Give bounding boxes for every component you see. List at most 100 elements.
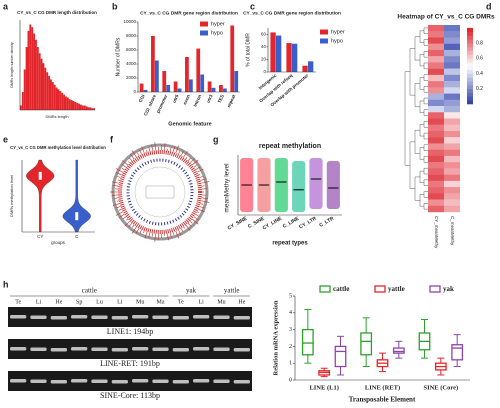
circos-spike	[164, 143, 166, 151]
gel-caption: LINE-RET: 191bp	[100, 359, 160, 368]
circos-spike	[115, 211, 124, 216]
median-box	[38, 171, 42, 180]
circos-spike	[114, 197, 119, 199]
circos-spike	[121, 164, 127, 168]
heat-cell	[428, 43, 444, 51]
dendrogram	[423, 62, 428, 70]
gel-band	[50, 316, 67, 320]
heat-cell	[428, 137, 444, 144]
color-scale	[467, 65, 473, 71]
heat-cell	[444, 68, 460, 76]
circos-spike	[128, 223, 133, 228]
heat-cell	[428, 93, 444, 100]
dendrogram	[419, 170, 424, 183]
dendrogram	[414, 176, 420, 201]
color-scale	[467, 35, 473, 40]
circos-spike	[154, 233, 156, 242]
color-scale	[467, 58, 473, 63]
hist-bar	[50, 79, 52, 110]
box	[334, 345, 347, 368]
color-scale	[467, 92, 473, 97]
gel-band	[213, 315, 230, 319]
dendrogram	[419, 77, 424, 90]
circos-spike	[185, 157, 188, 160]
bar	[223, 88, 227, 92]
hist-bar	[35, 39, 37, 110]
lane-label: Li	[198, 299, 204, 305]
hist-bar	[89, 107, 92, 110]
circos-spike	[187, 157, 192, 161]
heat-cell	[428, 130, 444, 138]
group-label: cattle	[82, 287, 97, 295]
heat-cell	[444, 199, 460, 206]
dendrogram	[423, 121, 428, 128]
gel-band	[10, 315, 27, 319]
gel	[8, 307, 252, 327]
color-scale	[467, 62, 473, 67]
column-label: C_meanMethy	[450, 216, 455, 246]
gel-band	[132, 347, 149, 351]
heat-cell	[428, 49, 444, 57]
gel-band	[71, 315, 88, 319]
dendrogram	[414, 83, 420, 108]
hist-bar	[36, 47, 39, 110]
bar	[177, 88, 182, 92]
circos-spike	[196, 211, 199, 213]
heat-cell	[428, 174, 444, 182]
hist-bar	[44, 67, 47, 110]
gel-band	[213, 347, 230, 351]
heat-cell	[444, 74, 460, 82]
hist-bar	[21, 92, 24, 110]
dendrogram	[423, 203, 428, 210]
hist-bar	[76, 102, 79, 110]
circos-spike	[195, 166, 201, 170]
scale-tick-label: 0.4	[476, 71, 483, 77]
circos-spike	[201, 181, 209, 184]
hist-bar	[80, 104, 82, 110]
y-tick-label: 4	[289, 310, 292, 316]
chart-title: CY_vs_C CG DMR gene region distribution	[243, 10, 341, 16]
y-tick-label: 4000	[126, 61, 137, 66]
heat-cell	[444, 93, 460, 100]
chart-title: CY_vs_C CG DMR length distribution	[17, 10, 97, 15]
y-tick-label: 2	[289, 344, 292, 350]
circos-ring	[118, 150, 202, 234]
circos-spike	[131, 226, 137, 234]
circos-spike	[191, 218, 199, 225]
circos-spike	[132, 224, 135, 228]
y-tick-label: 40	[261, 44, 267, 49]
circos-spike	[113, 185, 119, 187]
heat-cell	[444, 31, 460, 38]
y-tick-label: 60	[261, 31, 267, 36]
bar	[196, 48, 201, 92]
heat-cell	[428, 87, 444, 94]
hist-bar	[91, 108, 94, 110]
circos-spike	[183, 226, 185, 229]
x-tick-label: promoter	[155, 94, 168, 114]
legend-label: yak	[443, 285, 454, 293]
circos-spike	[122, 216, 127, 220]
dendrogram	[414, 36, 420, 61]
bar	[302, 65, 308, 72]
heat-cell	[428, 143, 444, 150]
color-scale	[467, 100, 473, 105]
circos-spike	[190, 220, 193, 224]
gel-band	[213, 379, 230, 383]
chart-title: Heatmap of CY_vs_C CG DMRs	[397, 14, 495, 21]
gel-band	[91, 315, 108, 319]
circos-ring	[134, 166, 186, 218]
hist-bar	[74, 101, 77, 110]
heat-cell	[428, 162, 444, 169]
hist-bar	[55, 87, 58, 110]
color-scale	[467, 50, 473, 55]
bar	[185, 57, 189, 92]
column-label: CY_meanMethy	[434, 216, 439, 249]
heat-cell	[444, 43, 460, 51]
hist-bar	[93, 108, 95, 110]
x-axis-label: DMRs length	[45, 114, 68, 119]
circos-spike	[190, 158, 195, 164]
color-scale	[467, 46, 473, 52]
heat-cell	[444, 155, 460, 163]
range-cloud	[274, 158, 288, 212]
circos-spike	[199, 206, 205, 209]
